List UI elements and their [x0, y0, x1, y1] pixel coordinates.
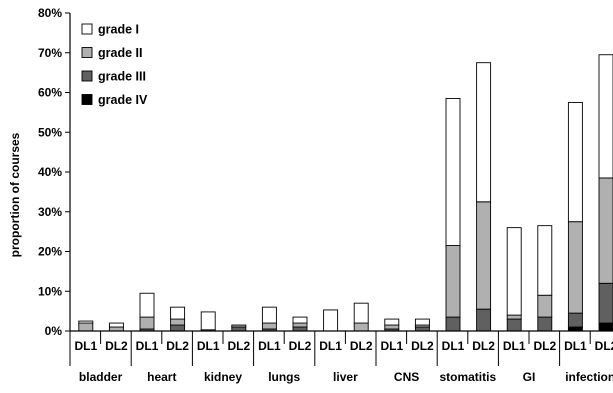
bar-segment	[476, 201, 492, 310]
x-group-label: bladder	[79, 370, 123, 384]
x-tick-label: DL2	[472, 339, 495, 353]
bar-segment	[323, 309, 339, 332]
y-tick-label: 10%	[38, 284, 62, 298]
x-group-label: CNS	[394, 370, 419, 384]
x-tick-label: DL1	[442, 339, 465, 353]
bar-segment	[261, 322, 277, 330]
x-tick-label: DL1	[380, 339, 403, 353]
bar-segment	[170, 306, 186, 320]
x-tick-label: DL2	[595, 339, 613, 353]
y-tick-label: 70%	[38, 46, 62, 60]
x-group-label: stomatitis	[439, 370, 496, 384]
series-grade-II	[78, 177, 613, 332]
bar-segment	[598, 177, 613, 284]
y-tick-label: 0%	[45, 324, 63, 338]
y-tick-label: 80%	[38, 6, 62, 20]
bar-segment	[445, 98, 461, 246]
bar-segment	[537, 316, 553, 332]
legend: grade I grade II grade III grade IV	[81, 23, 148, 107]
y-tick-label: 50%	[38, 125, 62, 139]
x-group-label: kidney	[204, 370, 242, 384]
x-tick-label: DL1	[564, 339, 587, 353]
y-axis: 0% 10% 20% 30% 40% 50% 60% 70% 80%	[38, 6, 71, 338]
legend-label: grade II	[98, 46, 142, 60]
legend-swatch	[81, 23, 93, 35]
bar-segment	[537, 225, 553, 296]
bar-segment	[353, 322, 369, 332]
x-tick-label: DL1	[503, 339, 526, 353]
legend-swatch	[81, 70, 93, 82]
y-tick-label: 60%	[38, 86, 62, 100]
x-tick-label: DL2	[411, 339, 434, 353]
x-group-label: infection	[565, 370, 613, 384]
x-tick-label: DL2	[166, 339, 189, 353]
legend-label: grade III	[98, 70, 146, 84]
x-tick-label: DL2	[105, 339, 128, 353]
x-tick-label: DL2	[289, 339, 312, 353]
bar-segment	[139, 316, 155, 330]
x-tick-label: DL2	[350, 339, 373, 353]
bar-segment	[598, 322, 613, 332]
bar-segment	[506, 318, 522, 332]
legend-label: grade IV	[98, 93, 148, 107]
bar-segment	[445, 245, 461, 318]
bar-segment	[139, 292, 155, 318]
x-axis: DL1 DL2 DL1 DL2 DL1 DL2 DL1 DL2 DL1 DL2 DL1 DL2 DL1 D…	[69, 330, 613, 384]
bar-segment	[567, 221, 583, 314]
x-tick-label: DL2	[533, 339, 556, 353]
legend-item: grade IV	[81, 93, 148, 107]
bar-segment	[231, 324, 247, 328]
y-tick-label: 40%	[38, 165, 62, 179]
x-tick-label: DL1	[258, 339, 281, 353]
x-group-label: heart	[147, 370, 176, 384]
bars	[78, 54, 613, 332]
legend-label: grade I	[98, 23, 139, 37]
bar-segment	[476, 308, 492, 332]
series-grade-I	[78, 54, 613, 332]
x-tick-label: DL1	[319, 339, 342, 353]
bar-segment	[78, 320, 94, 324]
bar-segment	[170, 318, 186, 326]
bar-segment	[353, 302, 369, 324]
y-tick-label: 30%	[38, 205, 62, 219]
y-tick-label: 20%	[38, 245, 62, 259]
x-group-label: lungs	[268, 370, 300, 384]
legend-swatch	[81, 94, 93, 105]
x-group-label: GI	[523, 370, 536, 384]
bar-segment	[384, 318, 400, 326]
x-tick-label: DL2	[227, 339, 250, 353]
bar-segment	[567, 312, 583, 328]
bar-segment	[414, 318, 430, 326]
bar-segment	[384, 324, 400, 330]
bar-segment	[506, 314, 522, 320]
legend-item: grade II	[81, 46, 142, 60]
legend-item: grade I	[81, 23, 139, 37]
bar-segment	[567, 101, 583, 223]
bar-segment	[292, 316, 308, 324]
bar-segment	[170, 324, 186, 332]
bar-segment	[108, 322, 124, 328]
bar-segment	[261, 306, 277, 324]
y-axis-label: proportion of courses	[8, 132, 22, 257]
bar-segment	[537, 294, 553, 318]
x-tick-label: DL1	[197, 339, 220, 353]
legend-swatch	[81, 47, 93, 58]
bar-segment	[200, 311, 216, 331]
legend-item: grade III	[81, 70, 146, 84]
x-group-label: liver	[333, 370, 358, 384]
bar-segment	[445, 316, 461, 332]
bar-segment	[598, 282, 613, 324]
bar-segment	[78, 322, 94, 332]
x-tick-label: DL1	[74, 339, 97, 353]
x-tick-label: DL1	[136, 339, 159, 353]
bar-segment	[476, 62, 492, 203]
bar-segment	[598, 54, 613, 179]
bar-segment	[506, 227, 522, 316]
bar-segment	[292, 322, 308, 328]
